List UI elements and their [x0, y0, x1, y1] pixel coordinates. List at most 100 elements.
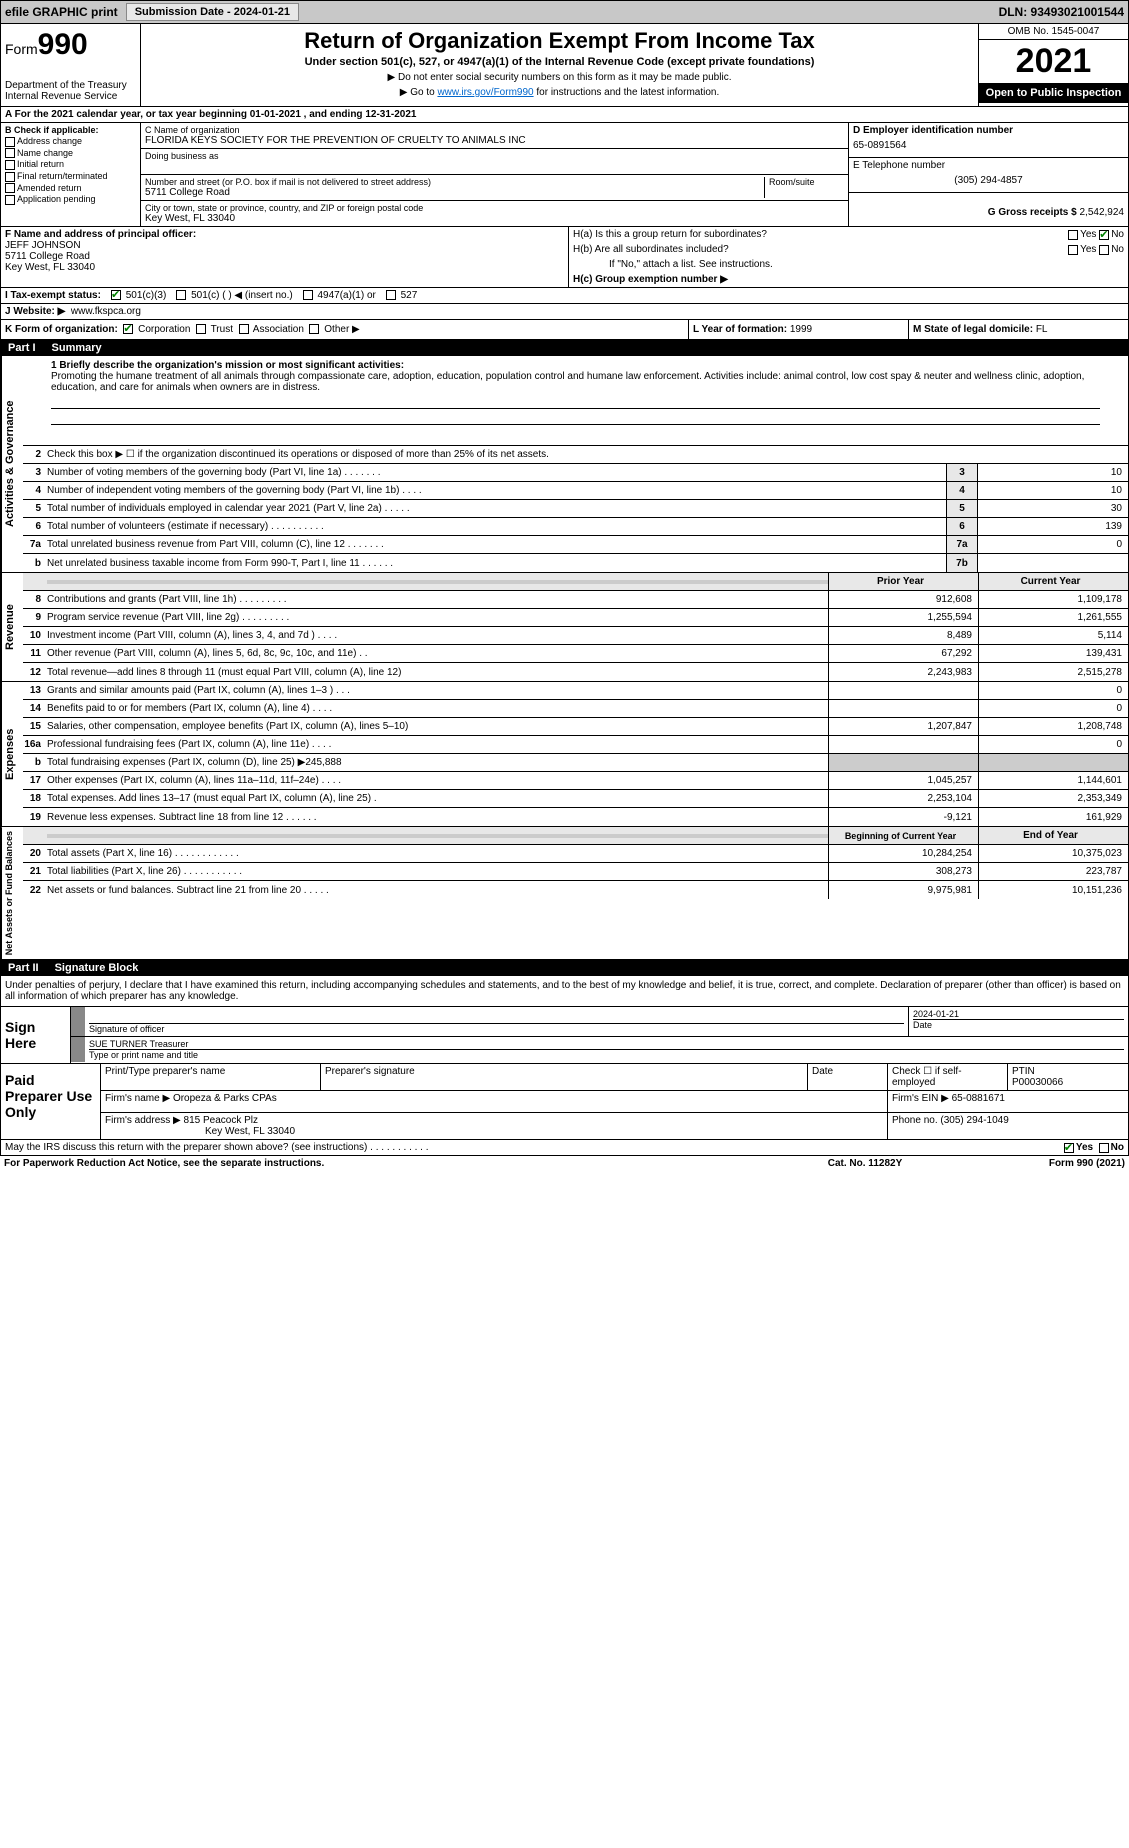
- officer-addr1: 5711 College Road: [5, 251, 564, 262]
- check-527[interactable]: [386, 290, 396, 300]
- website-label: J Website: ▶: [5, 306, 65, 317]
- line-3: 3Number of voting members of the governi…: [23, 464, 1128, 482]
- form-num: 990: [38, 28, 88, 61]
- form-footer: Form 990 (2021): [965, 1158, 1125, 1169]
- ein-block: D Employer identification number 65-0891…: [849, 123, 1128, 158]
- org-name-block: C Name of organization FLORIDA KEYS SOCI…: [141, 123, 848, 149]
- m-value: FL: [1036, 324, 1048, 335]
- phone-value: (305) 294-4857: [853, 171, 1124, 190]
- firm-phone-label: Phone no.: [892, 1115, 938, 1126]
- check-association[interactable]: [239, 324, 249, 334]
- city-value: Key West, FL 33040: [145, 213, 844, 224]
- check-amended-return[interactable]: Amended return: [5, 183, 136, 194]
- hb-no-checkbox[interactable]: [1099, 245, 1109, 255]
- check-address-change[interactable]: Address change: [5, 136, 136, 147]
- form-header: Form990 Department of the Treasury Inter…: [0, 24, 1129, 107]
- side-expenses: Expenses: [1, 682, 23, 826]
- link-post: for instructions and the latest informat…: [534, 87, 720, 98]
- revenue-col-header: Prior YearCurrent Year: [23, 573, 1128, 591]
- tax-status: I Tax-exempt status: 501(c)(3) 501(c) ( …: [1, 288, 1128, 303]
- hb-yes-checkbox[interactable]: [1068, 245, 1078, 255]
- sig-name-cell: SUE TURNER Treasurer Type or print name …: [85, 1037, 1128, 1062]
- check-initial-return[interactable]: Initial return: [5, 159, 136, 170]
- firm-ein-cell: Firm's EIN ▶ 65-0881671: [888, 1091, 1128, 1112]
- line-19: 19Revenue less expenses. Subtract line 1…: [23, 808, 1128, 826]
- m-label: M State of legal domicile:: [913, 324, 1033, 335]
- gross-block: G Gross receipts $ 2,542,924: [849, 193, 1128, 220]
- l-year-formation: L Year of formation: 1999: [688, 320, 908, 339]
- check-501c[interactable]: [176, 290, 186, 300]
- row-fh: F Name and address of principal officer:…: [0, 227, 1129, 288]
- h-block: H(a) Is this a group return for subordin…: [568, 227, 1128, 287]
- sig-name-label: Type or print name and title: [89, 1049, 1124, 1060]
- m-state: M State of legal domicile: FL: [908, 320, 1128, 339]
- ha-yes-checkbox[interactable]: [1068, 230, 1078, 240]
- officer-block: F Name and address of principal officer:…: [1, 227, 568, 287]
- expenses-section: Expenses 13Grants and similar amounts pa…: [0, 682, 1129, 827]
- line-18: 18Total expenses. Add lines 13–17 (must …: [23, 790, 1128, 808]
- check-corporation[interactable]: [123, 324, 133, 334]
- line-22: 22Net assets or fund balances. Subtract …: [23, 881, 1128, 899]
- row-a-calendar-year: A For the 2021 calendar year, or tax yea…: [0, 107, 1129, 123]
- mission-line: [51, 395, 1100, 409]
- row-j-website: J Website: ▶ www.fkspca.org: [0, 304, 1129, 320]
- sig-officer-label: Signature of officer: [89, 1023, 904, 1034]
- city-label: City or town, state or province, country…: [145, 203, 844, 213]
- form-word: Form: [5, 41, 38, 57]
- discuss-no-checkbox[interactable]: [1099, 1143, 1109, 1153]
- check-name-change[interactable]: Name change: [5, 148, 136, 159]
- form-subtitle: Under section 501(c), 527, or 4947(a)(1)…: [149, 56, 970, 68]
- officer-label: F Name and address of principal officer:: [5, 229, 564, 240]
- arrow-icon: [71, 1007, 85, 1036]
- firm-addr: 815 Peacock Plz: [184, 1115, 259, 1126]
- prep-check-self: Check ☐ if self-employed: [888, 1064, 1008, 1090]
- instructions-link[interactable]: www.irs.gov/Form990: [437, 87, 533, 98]
- discuss-yes-checkbox[interactable]: [1064, 1143, 1074, 1153]
- check-application-pending[interactable]: Application pending: [5, 194, 136, 205]
- submission-date-button[interactable]: Submission Date - 2024-01-21: [126, 3, 299, 21]
- row-i-tax-status: I Tax-exempt status: 501(c)(3) 501(c) ( …: [0, 288, 1129, 304]
- row-a-text: A For the 2021 calendar year, or tax yea…: [5, 109, 416, 120]
- part1-header: Part I Summary: [0, 340, 1129, 356]
- hb-label: H(b) Are all subordinates included?: [573, 244, 1068, 255]
- check-other[interactable]: [309, 324, 319, 334]
- firm-phone: (305) 294-1049: [940, 1115, 1008, 1126]
- ssn-note: ▶ Do not enter social security numbers o…: [149, 72, 970, 83]
- check-501c3[interactable]: [111, 290, 121, 300]
- side-net-assets: Net Assets or Fund Balances: [1, 827, 23, 959]
- check-final-return[interactable]: Final return/terminated: [5, 171, 136, 182]
- line-11: 11Other revenue (Part VIII, column (A), …: [23, 645, 1128, 663]
- check-4947[interactable]: [303, 290, 313, 300]
- paid-preparer-label: Paid Preparer Use Only: [1, 1064, 101, 1139]
- form-title: Return of Organization Exempt From Incom…: [149, 28, 970, 54]
- line-7a: 7aTotal unrelated business revenue from …: [23, 536, 1128, 554]
- sig-name: SUE TURNER Treasurer: [89, 1039, 1124, 1049]
- line-10: 10Investment income (Part VIII, column (…: [23, 627, 1128, 645]
- prep-row-1: Print/Type preparer's name Preparer's si…: [101, 1064, 1128, 1091]
- open-to-public: Open to Public Inspection: [979, 83, 1128, 103]
- h-b-row: H(b) Are all subordinates included? Yes …: [569, 242, 1128, 257]
- part1-num: Part I: [8, 342, 36, 354]
- net-col-header: Beginning of Current YearEnd of Year: [23, 827, 1128, 845]
- activities-governance-section: Activities & Governance 1 Briefly descri…: [0, 356, 1129, 573]
- omb-number: OMB No. 1545-0047: [979, 24, 1128, 40]
- pra-notice: For Paperwork Reduction Act Notice, see …: [4, 1158, 765, 1169]
- l-label: L Year of formation:: [693, 324, 787, 335]
- net-content: Beginning of Current YearEnd of Year 20T…: [23, 827, 1128, 959]
- officer-addr2: Key West, FL 33040: [5, 262, 564, 273]
- mission-line: [51, 411, 1100, 425]
- revenue-section: Revenue Prior YearCurrent Year 8Contribu…: [0, 573, 1129, 682]
- firm-addr-label: Firm's address ▶: [105, 1115, 181, 1126]
- prep-date: Date: [808, 1064, 888, 1090]
- addr-label: Number and street (or P.O. box if mail i…: [145, 177, 764, 187]
- prep-row-2: Firm's name ▶ Oropeza & Parks CPAs Firm'…: [101, 1091, 1128, 1113]
- side-activities: Activities & Governance: [1, 356, 23, 572]
- ha-no-checkbox[interactable]: [1099, 230, 1109, 240]
- org-name-label: C Name of organization: [145, 125, 844, 135]
- revenue-content: Prior YearCurrent Year 8Contributions an…: [23, 573, 1128, 681]
- mission-line: [51, 427, 1100, 441]
- firm-name-cell: Firm's name ▶ Oropeza & Parks CPAs: [101, 1091, 888, 1112]
- phone-label: E Telephone number: [853, 160, 1124, 171]
- check-trust[interactable]: [196, 324, 206, 334]
- gross-label: G Gross receipts $: [988, 207, 1077, 218]
